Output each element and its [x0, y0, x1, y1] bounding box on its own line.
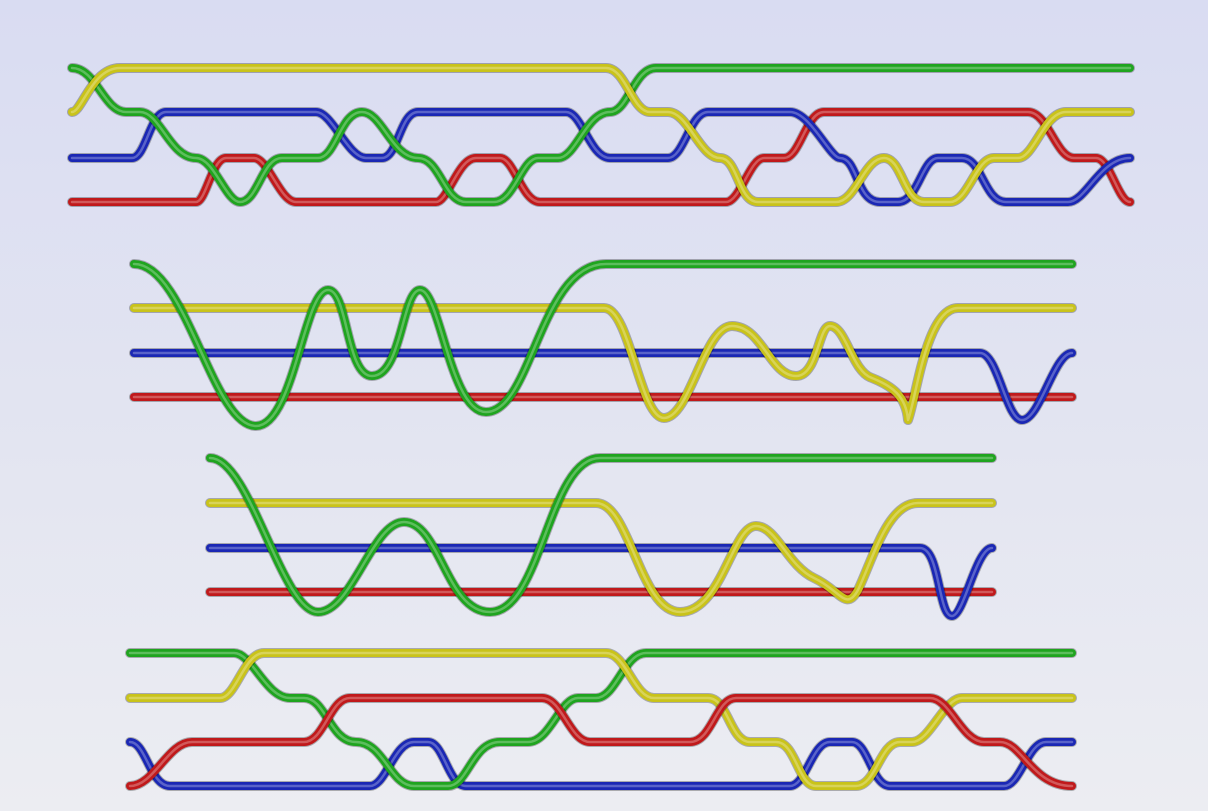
row-1-strand-red-highlight	[70, 110, 1132, 204]
row-3-strand-yellow	[206, 499, 996, 616]
braid-row-1	[67, 63, 1135, 207]
row-2-strand-blue	[130, 349, 1076, 424]
row-4-strand-green-shadow	[125, 648, 1077, 791]
row-3-strand-green	[206, 454, 996, 616]
row-4-strand-yellow	[126, 649, 1076, 790]
row-1-strand-yellow-highlight	[70, 66, 1132, 204]
row-3-strand-blue-highlight	[208, 546, 994, 618]
row-3-strand-green-highlight	[208, 456, 994, 614]
row-2-strand-green-highlight	[132, 262, 1074, 428]
row-1-strand-green	[68, 64, 1134, 206]
braid-row-3	[205, 453, 997, 621]
row-4-strand-yellow-highlight	[128, 651, 1074, 788]
row-4-strand-red	[126, 694, 1076, 790]
row-3-strand-yellow-highlight	[208, 501, 994, 614]
row-4-strand-red-highlight	[128, 696, 1074, 788]
row-2-strand-yellow-highlight	[132, 306, 1074, 422]
row-2-strand-yellow-shadow	[129, 303, 1077, 425]
row-1-strand-red	[68, 108, 1134, 206]
row-2-strand-blue-highlight	[132, 351, 1074, 422]
row-4-strand-blue-highlight	[128, 740, 1074, 788]
row-4-strand-green-highlight	[128, 651, 1074, 788]
braid-row-4	[125, 648, 1077, 791]
row-1-strand-yellow	[68, 64, 1134, 206]
row-4-strand-yellow-shadow	[125, 648, 1077, 791]
row-3-strand-blue	[206, 544, 996, 620]
row-4-strand-green	[126, 649, 1076, 790]
row-1-strand-green-highlight	[70, 66, 1132, 204]
row-2-strand-yellow	[130, 304, 1076, 424]
row-4-strand-blue-shadow	[125, 737, 1077, 791]
braid-row-2	[129, 259, 1077, 431]
row-4-strand-blue	[126, 738, 1076, 790]
row-2-strand-green	[130, 260, 1076, 430]
